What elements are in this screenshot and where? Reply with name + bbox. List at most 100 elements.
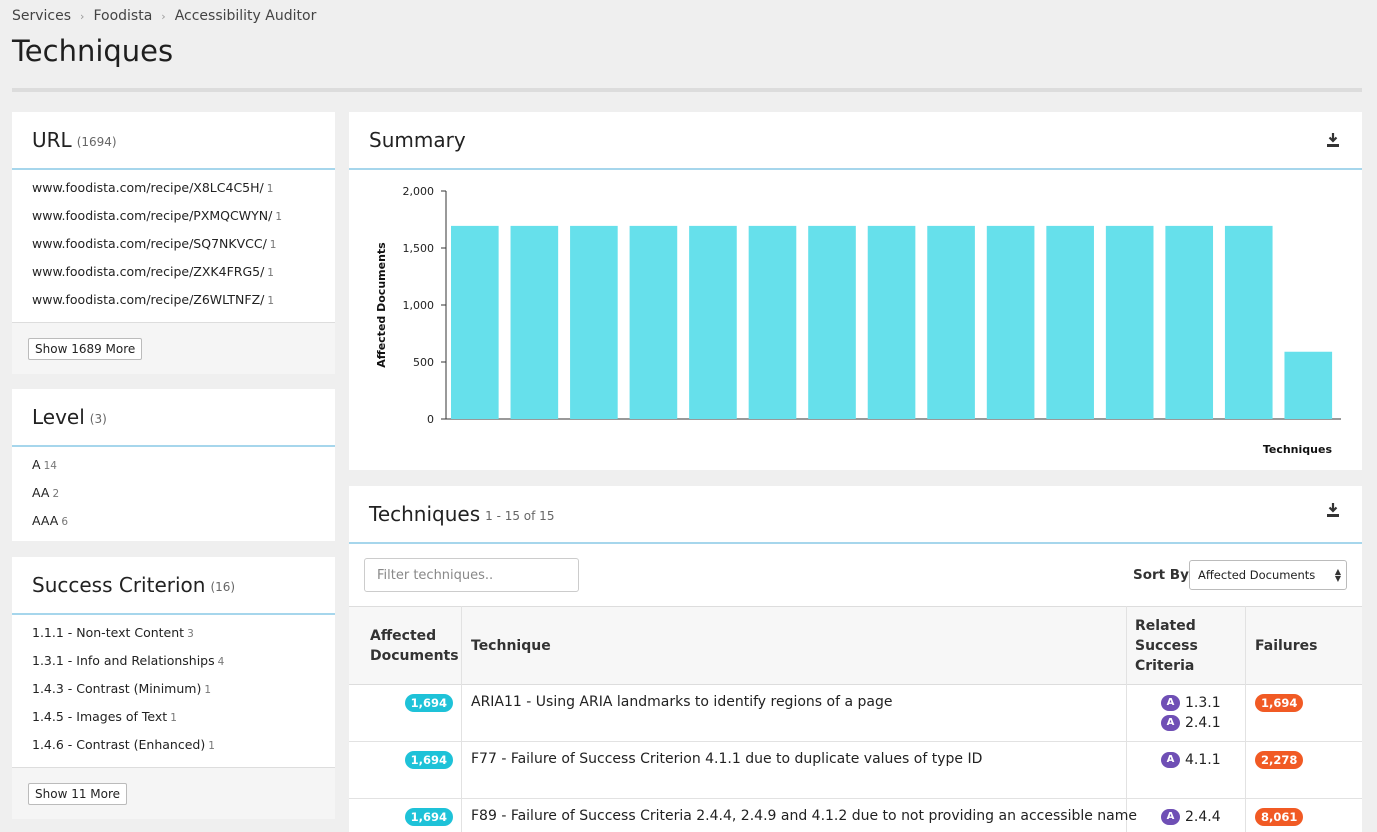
download-icon[interactable] bbox=[1326, 132, 1340, 148]
url-facet-title: URL bbox=[32, 128, 72, 152]
criterion-facet-list: 1.1.1 - Non-text Content 3 1.3.1 - Info a… bbox=[12, 615, 335, 759]
y-tick-label: 2,000 bbox=[403, 185, 435, 198]
summary-card: Summary 2,000 1,500 1,000 500 0 Affected Docu… bbox=[349, 112, 1362, 470]
column-header-affected[interactable]: Affected Documents bbox=[370, 628, 459, 664]
criterion-facet-footer: Show 11 More bbox=[12, 767, 335, 819]
techniques-range: 1 - 15 of 15 bbox=[485, 509, 555, 523]
criterion-facet-count: (16) bbox=[210, 580, 236, 594]
show-more-criteria-button[interactable]: Show 11 More bbox=[28, 783, 128, 805]
y-tick-label: 500 bbox=[413, 356, 434, 369]
x-axis-label: Techniques bbox=[1263, 443, 1333, 456]
filter-techniques-input[interactable] bbox=[364, 558, 579, 592]
level-facet-card: Level (3) A 14 AA 2 AAA 6 bbox=[12, 389, 335, 541]
criterion-item: A 2.4.1 bbox=[1161, 713, 1221, 733]
criterion-facet-item[interactable]: 1.4.3 - Contrast (Minimum) 1 bbox=[32, 681, 212, 696]
affected-documents-badge: 1,694 bbox=[404, 808, 453, 826]
url-facet-footer: Show 1689 More bbox=[12, 322, 335, 374]
failures-badge: 2,278 bbox=[1255, 751, 1304, 769]
criterion-facet-item[interactable]: 1.1.1 - Non-text Content 3 bbox=[32, 625, 194, 640]
level-facet-header: Level (3) bbox=[12, 389, 335, 447]
summary-title: Summary bbox=[369, 128, 466, 152]
chart-bar bbox=[867, 225, 916, 419]
technique-name: F89 - Failure of Success Criteria 2.4.4,… bbox=[471, 808, 1138, 824]
affected-documents-badge: 1,694 bbox=[404, 694, 453, 712]
level-facet-count: (3) bbox=[89, 412, 107, 426]
breadcrumb-accessibility-auditor[interactable]: Accessibility Auditor bbox=[174, 8, 317, 24]
chart-bar bbox=[689, 225, 737, 419]
table-row[interactable]: 1,694 F77 - Failure of Success Criterion… bbox=[349, 742, 1362, 799]
url-facet-item[interactable]: www.foodista.com/recipe/Z6WLTNFZ/1 bbox=[32, 292, 275, 307]
criterion-item: A 4.1.1 bbox=[1161, 750, 1221, 770]
level-facet-title: Level bbox=[32, 405, 85, 429]
chart-bar bbox=[1105, 225, 1154, 419]
summary-header: Summary bbox=[349, 112, 1362, 170]
technique-name: ARIA11 - Using ARIA landmarks to identif… bbox=[471, 694, 893, 710]
url-facet-item[interactable]: www.foodista.com/recipe/SQ7NKVCC/1 bbox=[32, 236, 277, 251]
level-facet-item[interactable]: A 14 bbox=[32, 457, 57, 472]
techniques-title: Techniques bbox=[369, 502, 481, 526]
breadcrumb-services[interactable]: Services bbox=[12, 8, 72, 24]
sort-by-label: Sort By bbox=[1133, 567, 1189, 583]
url-facet-item[interactable]: www.foodista.com/recipe/ZXK4FRG5/1 bbox=[32, 264, 274, 279]
table-row[interactable]: 1,694 F89 - Failure of Success Criteria … bbox=[349, 799, 1362, 832]
criterion-item: A 2.4.4 bbox=[1161, 807, 1221, 827]
show-more-urls-button[interactable]: Show 1689 More bbox=[28, 338, 143, 360]
download-icon[interactable] bbox=[1326, 502, 1340, 518]
failures-badge: 1,694 bbox=[1255, 694, 1304, 712]
chart-bar bbox=[451, 225, 499, 419]
column-header-failures[interactable]: Failures bbox=[1255, 638, 1318, 654]
url-facet-list: www.foodista.com/recipe/X8LC4C5H/1 www.f… bbox=[12, 170, 335, 314]
page-title: Techniques bbox=[12, 34, 174, 68]
title-divider bbox=[12, 88, 1362, 92]
column-divider bbox=[461, 606, 462, 832]
chart-bar bbox=[986, 225, 1035, 419]
affected-documents-badge: 1,694 bbox=[404, 751, 453, 769]
chart-bar bbox=[1046, 225, 1094, 419]
chart-bar bbox=[1224, 225, 1273, 419]
chart-bar bbox=[927, 225, 975, 419]
url-facet-card: URL (1694) www.foodista.com/recipe/X8LC4… bbox=[12, 112, 335, 374]
chart-bar bbox=[570, 225, 618, 419]
level-badge: A bbox=[1161, 715, 1180, 731]
chart-bar bbox=[1165, 225, 1214, 419]
level-facet-list: A 14 AA 2 AAA 6 bbox=[12, 447, 335, 535]
techniques-card: Techniques 1 - 15 of 15 Sort By Affected… bbox=[349, 486, 1362, 832]
column-header-technique[interactable]: Technique bbox=[471, 638, 551, 654]
table-row[interactable]: 1,694 ARIA11 - Using ARIA landmarks to i… bbox=[349, 685, 1362, 742]
column-header-related-criteria[interactable]: Related Success Criteria bbox=[1135, 618, 1198, 674]
criterion-item: A 1.3.1 bbox=[1161, 693, 1221, 713]
sort-by-select[interactable]: Affected Documents ▲ ▼ bbox=[1189, 560, 1347, 590]
breadcrumb: Services › Foodista › Accessibility Audi… bbox=[12, 8, 316, 24]
chevron-right-icon: › bbox=[80, 9, 85, 23]
select-arrows-icon: ▲ ▼ bbox=[1334, 567, 1341, 583]
failures-badge: 8,061 bbox=[1255, 808, 1304, 826]
level-badge: A bbox=[1161, 809, 1180, 825]
y-tick-label: 0 bbox=[427, 413, 434, 426]
chart-bar bbox=[1284, 351, 1333, 419]
criterion-facet-item[interactable]: 1.4.6 - Contrast (Enhanced) 1 bbox=[32, 737, 215, 752]
chevron-right-icon: › bbox=[161, 9, 166, 23]
chart-bar bbox=[629, 225, 678, 419]
criterion-facet-item[interactable]: 1.3.1 - Info and Relationships 4 bbox=[32, 653, 225, 668]
level-badge: A bbox=[1161, 752, 1180, 768]
y-axis-label: Affected Documents bbox=[375, 242, 388, 368]
y-tick-label: 1,000 bbox=[403, 299, 435, 312]
summary-bar-chart: 2,000 1,500 1,000 500 0 Affected Documents Tec… bbox=[375, 185, 1341, 456]
url-facet-header: URL (1694) bbox=[12, 112, 335, 170]
chart-bar bbox=[748, 225, 797, 419]
chart-bar bbox=[808, 225, 856, 419]
breadcrumb-foodista[interactable]: Foodista bbox=[93, 8, 153, 24]
level-facet-item[interactable]: AAA 6 bbox=[32, 513, 69, 528]
url-facet-item[interactable]: www.foodista.com/recipe/PXMQCWYN/1 bbox=[32, 208, 282, 223]
column-divider bbox=[1245, 606, 1246, 832]
technique-name: F77 - Failure of Success Criterion 4.1.1… bbox=[471, 751, 983, 767]
url-facet-count: (1694) bbox=[76, 135, 117, 149]
criterion-facet-title: Success Criterion bbox=[32, 573, 206, 597]
criterion-facet-header: Success Criterion (16) bbox=[12, 557, 335, 615]
url-facet-item[interactable]: www.foodista.com/recipe/X8LC4C5H/1 bbox=[32, 180, 274, 195]
criterion-facet-item[interactable]: 1.4.5 - Images of Text 1 bbox=[32, 709, 177, 724]
table-header-row: Affected Documents Technique Related Suc… bbox=[349, 606, 1362, 685]
level-facet-item[interactable]: AA 2 bbox=[32, 485, 60, 500]
techniques-header: Techniques 1 - 15 of 15 bbox=[349, 486, 1362, 544]
chart-bar bbox=[510, 225, 559, 419]
